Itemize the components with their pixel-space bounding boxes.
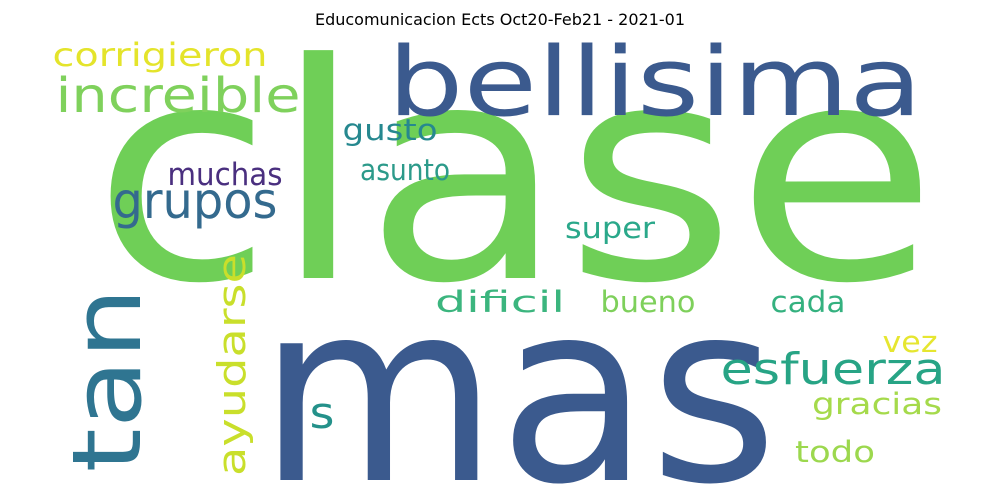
word-vez: vez [883, 325, 938, 359]
word-cada: cada [771, 285, 846, 319]
word-todo: todo [795, 435, 875, 469]
word-bellisima: bellisima [388, 28, 923, 138]
word-corrigieron: corrigieron [53, 36, 268, 74]
word-increible: increible [56, 68, 301, 124]
word-ayudarse: ayudarse [210, 254, 254, 476]
word-s: s [310, 388, 335, 439]
word-super: super [565, 211, 655, 245]
word-tan: tan [53, 288, 163, 473]
chart-title: Educomunicacion Ects Oct20-Feb21 - 2021-… [314, 10, 686, 29]
word-asunto: asunto [360, 153, 450, 187]
word-bueno: bueno [601, 285, 696, 319]
word-dificil: dificil [435, 285, 565, 319]
word-muchas: muchas [168, 157, 283, 193]
word-grupos: grupos [113, 172, 278, 230]
word-gusto: gusto [343, 113, 438, 147]
word-gracias: gracias [812, 387, 942, 421]
word-mas: mas [258, 248, 778, 500]
word-esfuerza: esfuerza [721, 344, 946, 395]
word-clase: clase [93, 0, 938, 349]
